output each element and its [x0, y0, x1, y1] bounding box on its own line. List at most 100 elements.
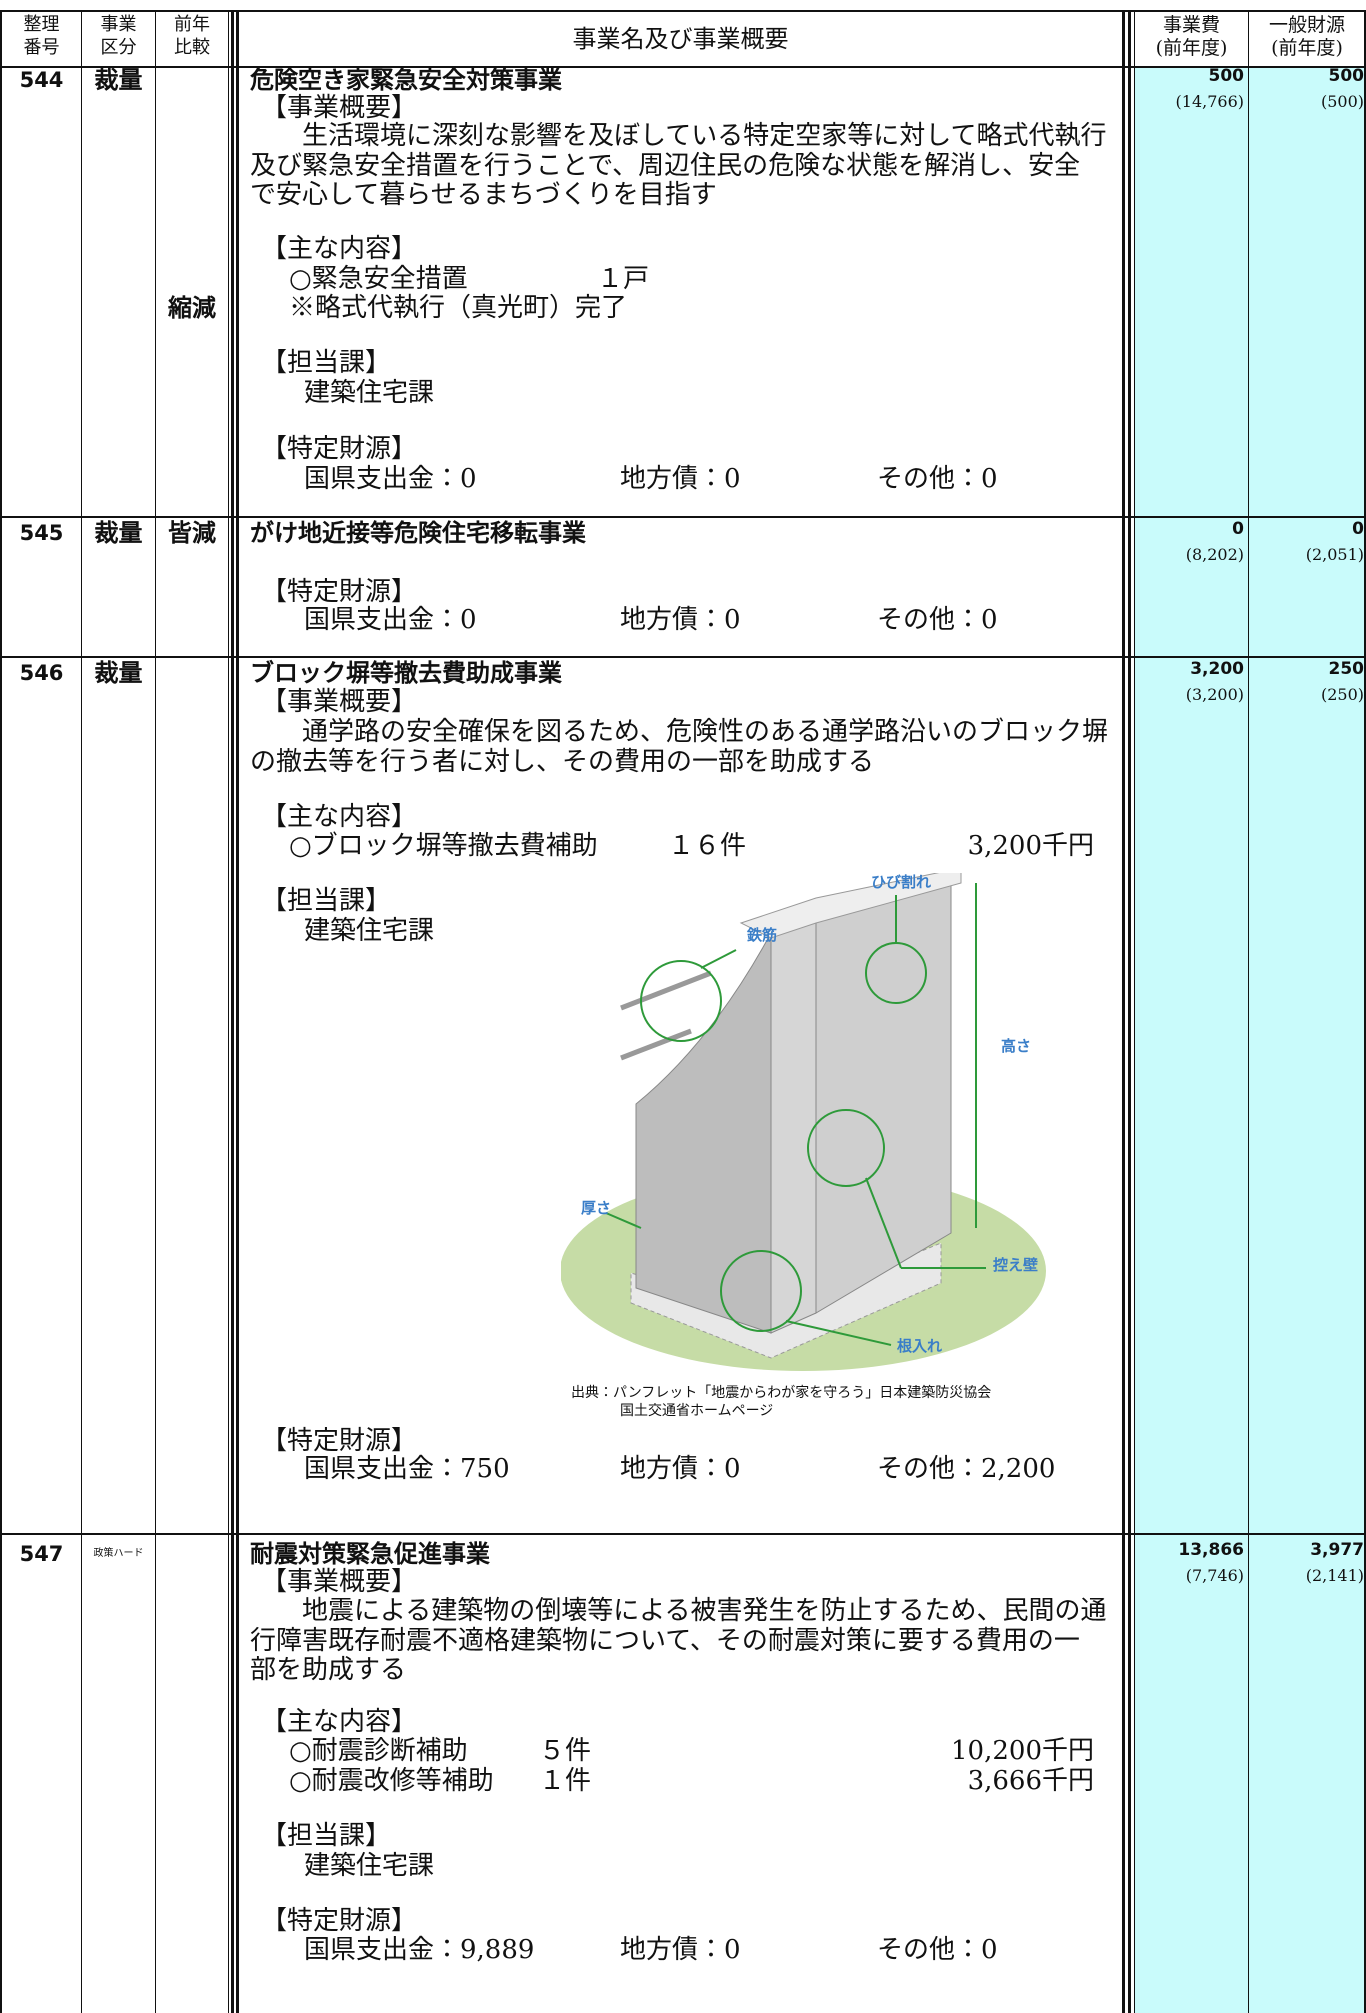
column-line [1122, 10, 1125, 2013]
funding-item: 地方債：0 [620, 1454, 741, 1484]
content-item: 3,200千円 [967, 831, 1094, 861]
leader [865, 1177, 902, 1269]
overview-line: 部を助成する [250, 1655, 407, 1685]
section-heading: 【主な内容】 [261, 1707, 418, 1737]
section-heading: 【主な内容】 [261, 802, 418, 832]
marker [807, 1109, 885, 1187]
content-item: 10,200千円 [951, 1736, 1094, 1766]
column-line [155, 10, 156, 2013]
funding-item: 地方債：0 [620, 1935, 741, 1965]
figure-caption: 出典：パンフレット「地震からわが家を守ろう」日本建築防災協会 [571, 1385, 992, 1401]
funding-item: その他：0 [877, 464, 998, 494]
column-line [1134, 10, 1135, 2013]
cost-previous: (14,766) [1175, 92, 1244, 111]
general-funds-previous: (2,051) [1305, 545, 1364, 564]
content-item: ○耐震診断補助 [289, 1736, 468, 1766]
column-line [81, 10, 82, 2013]
funding-item: 国県支出金：9,889 [304, 1935, 535, 1965]
figure-label: ひび割れ [871, 873, 931, 891]
header-category: 事業 [100, 14, 137, 35]
content-item: １戸 [597, 264, 650, 294]
rebar [620, 1028, 692, 1061]
overview-line: 行障害既存耐震不適格建築物について、その耐震対策に要する費用の一 [250, 1625, 1080, 1656]
section-heading: 【特定財源】 [261, 577, 418, 607]
figure-label: 控え壁 [993, 1256, 1038, 1274]
header-number: 番号 [23, 37, 60, 58]
header-number: 整理 [23, 14, 60, 35]
row-comparison: 縮減 [168, 294, 216, 322]
section-heading: 【主な内容】 [261, 234, 418, 264]
funding-item: 地方債：0 [620, 464, 741, 494]
section-heading: 【事業概要】 [261, 93, 418, 123]
header-name: 事業名及び事業概要 [572, 25, 789, 53]
row-line [0, 516, 1366, 518]
department: 建築住宅課 [304, 916, 435, 946]
row-category: 裁量 [94, 66, 143, 94]
row-title: ブロック塀等撤去費助成事業 [250, 659, 562, 687]
overview-line: 生活環境に深刻な影響を及ぼしている特定空家等に対して略式代執行 [302, 121, 1107, 151]
row-line [0, 656, 1366, 658]
marker [640, 960, 722, 1042]
content-item: ※略式代執行（真光町）完了 [289, 293, 628, 323]
general-funds-previous: (500) [1320, 92, 1364, 111]
column-line [1248, 10, 1249, 2013]
row-number: 545 [19, 521, 64, 545]
content-item: ５件 [539, 1736, 592, 1766]
header-comparison: 比較 [174, 37, 210, 58]
cost-column-bg [1135, 67, 1366, 2013]
cost-previous: (8,202) [1185, 545, 1244, 564]
funding-item: 国県支出金：750 [304, 1454, 510, 1484]
section-heading: 【特定財源】 [261, 434, 418, 464]
funding-item: 地方債：0 [620, 605, 741, 635]
row-category: 政策ハード [93, 1548, 144, 1559]
figure-caption: 国土交通省ホームページ [620, 1403, 774, 1419]
overview-line: 地震による建築物の倒壊等による被害発生を防止するため、民間の通 [302, 1596, 1107, 1626]
funding-item: その他：0 [877, 1935, 998, 1965]
row-line [0, 1533, 1366, 1535]
overview-line: の撤去等を行う者に対し、その費用の一部を助成する [250, 746, 875, 777]
row-title: 耐震対策緊急促進事業 [250, 1540, 490, 1568]
column-line [0, 10, 2, 2013]
thickness-dim [605, 1212, 642, 1229]
cost: 13,866 [1178, 1540, 1244, 1560]
department: 建築住宅課 [304, 378, 435, 408]
section-heading: 【特定財源】 [261, 1426, 418, 1456]
content-item: ○緊急安全措置 [289, 264, 468, 294]
figure-label: 根入れ [897, 1337, 942, 1355]
header-cost: 事業費 [1162, 14, 1220, 36]
row-category: 裁量 [94, 519, 143, 547]
row-number: 544 [19, 68, 64, 92]
footing [630, 1242, 942, 1359]
figure-label: 厚さ [581, 1199, 611, 1217]
funding-item: その他：2,200 [877, 1454, 1056, 1484]
funding-item: その他：0 [877, 605, 998, 635]
content-item: 3,666千円 [967, 1766, 1094, 1796]
content-item: ○ブロック塀等撤去費補助 [289, 831, 598, 861]
leader [700, 949, 737, 969]
header-general: (前年度) [1271, 37, 1343, 59]
section-heading: 【事業概要】 [261, 687, 418, 717]
section-heading: 【担当課】 [261, 886, 392, 916]
row-category: 裁量 [94, 659, 143, 687]
rebar [620, 970, 712, 1011]
content-item: １件 [539, 1766, 592, 1796]
row-title: がけ地近接等危険住宅移転事業 [250, 519, 586, 547]
general-funds: 3,977 [1310, 1540, 1364, 1560]
general-funds: 0 [1352, 519, 1364, 539]
row-line [0, 66, 1366, 68]
header-general: 一般財源 [1268, 14, 1345, 36]
section-heading: 【特定財源】 [261, 1906, 418, 1936]
funding-item: 国県支出金：0 [304, 464, 477, 494]
content-item: １６件 [668, 831, 747, 861]
header-category: 区分 [100, 37, 137, 58]
figure-label: 鉄筋 [746, 926, 777, 944]
row-line [0, 10, 1366, 12]
cost-previous: (3,200) [1185, 685, 1244, 704]
marker [720, 1250, 802, 1332]
section-heading: 【事業概要】 [261, 1567, 418, 1597]
wall-cap [739, 873, 962, 939]
overview-line: 及び緊急安全措置を行うことで、周辺住民の危険な状態を解消し、安全 [250, 150, 1081, 181]
row-comparison: 皆減 [168, 519, 216, 547]
